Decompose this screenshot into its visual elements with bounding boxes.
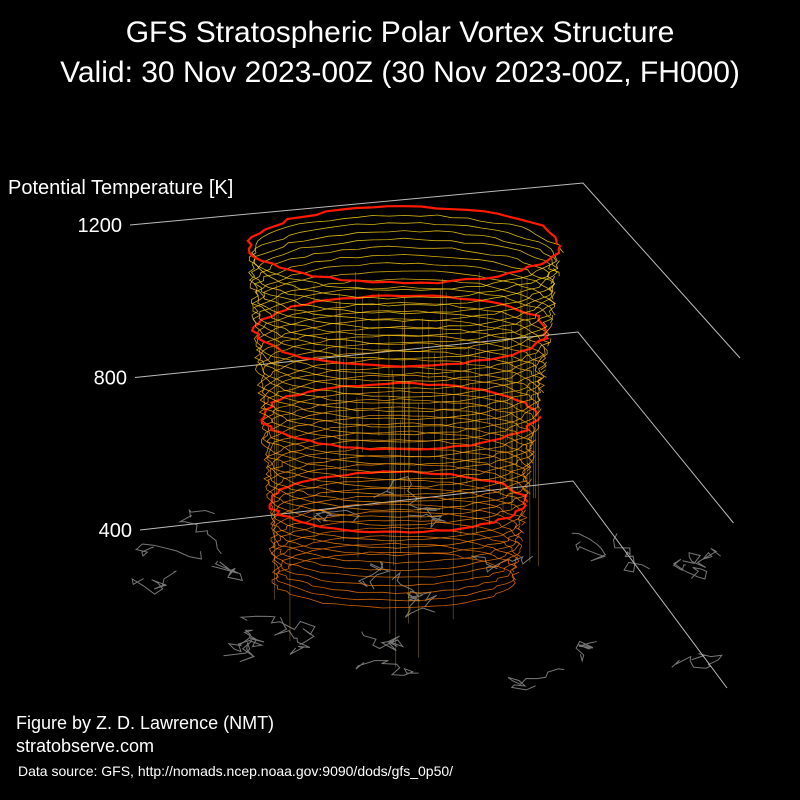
vortex-contour: [271, 551, 517, 609]
coastline: [682, 547, 721, 569]
vortex-contour: [251, 278, 556, 353]
z-axis: 400 800 1200: [78, 182, 741, 689]
vortex-contour: [270, 511, 523, 572]
vortex-contour: [254, 334, 547, 404]
vortex-contour: [248, 237, 560, 315]
vortex-contour: [254, 318, 548, 390]
vortex-contour: [248, 230, 559, 307]
vortex-contour: [258, 374, 542, 443]
coastline: [361, 631, 405, 651]
vortex-contour: [257, 325, 547, 398]
vortex-contour: [256, 350, 545, 421]
coastlines: [131, 476, 723, 691]
vortex-contour: [250, 262, 557, 337]
vortex-contour: [260, 366, 541, 436]
vortex-contour: [265, 439, 532, 504]
vortex-contour: [248, 222, 560, 300]
z-tick-label: 800: [94, 368, 127, 390]
vortex-contour: [253, 254, 556, 330]
coastline: [313, 509, 361, 523]
coastline: [135, 543, 202, 560]
coastline: [131, 570, 177, 595]
vortex-contour: [263, 430, 534, 496]
vortex-contour-highlight: [260, 381, 542, 451]
vortex-contour: [249, 245, 554, 322]
coastline: [571, 532, 607, 562]
credit-url: stratobserve.com: [16, 736, 154, 756]
vortex-contour-highlight: [250, 294, 550, 368]
vortex-contour: [252, 270, 555, 345]
vortex-contour-highlight: [246, 205, 562, 285]
vortex-contour: [265, 414, 534, 480]
grid-line: [134, 331, 734, 524]
coastline: [672, 558, 708, 580]
chart-title: GFS Stratospheric Polar Vortex Structure: [126, 16, 675, 49]
vortex-contour: [272, 503, 524, 564]
coastline: [612, 533, 650, 573]
vortex-contour: [271, 535, 520, 594]
coastline: [357, 560, 391, 590]
vortex-contour: [251, 214, 564, 291]
coastline: [274, 616, 311, 655]
vortex-contour: [266, 422, 536, 488]
z-tick-label: 1200: [78, 215, 123, 237]
vortex-contour: [268, 520, 523, 578]
coastline: [355, 660, 419, 676]
vortex-contour: [261, 406, 536, 474]
grid-line: [139, 480, 728, 689]
data-source: Data source: GFS, http://nomads.ncep.noa…: [18, 763, 453, 779]
vortex-contour: [253, 302, 552, 375]
chart-subtitle: Valid: 30 Nov 2023-00Z (30 Nov 2023-00Z,…: [60, 56, 740, 89]
coastline: [239, 615, 316, 645]
vortex-contour: [270, 487, 528, 549]
coastline: [211, 560, 244, 582]
coastline: [407, 507, 446, 529]
z-tick-label: 400: [99, 520, 132, 542]
coastline: [575, 640, 597, 663]
grid-line: [129, 182, 741, 359]
coastline: [178, 508, 222, 555]
vortex-contour: [265, 455, 531, 518]
vortex-contour: [271, 495, 526, 557]
coastline: [223, 637, 265, 663]
vortex: [246, 205, 564, 668]
z-axis-label: Potential Temperature [K]: [8, 177, 233, 199]
vortex-contour: [271, 542, 520, 602]
coastline: [404, 592, 435, 618]
coastline: [471, 555, 534, 573]
coastline: [227, 629, 264, 653]
credit: Figure by Z. D. Lawrence (NMT): [16, 713, 274, 733]
vortex-contour: [260, 342, 547, 413]
coastline: [507, 668, 565, 691]
